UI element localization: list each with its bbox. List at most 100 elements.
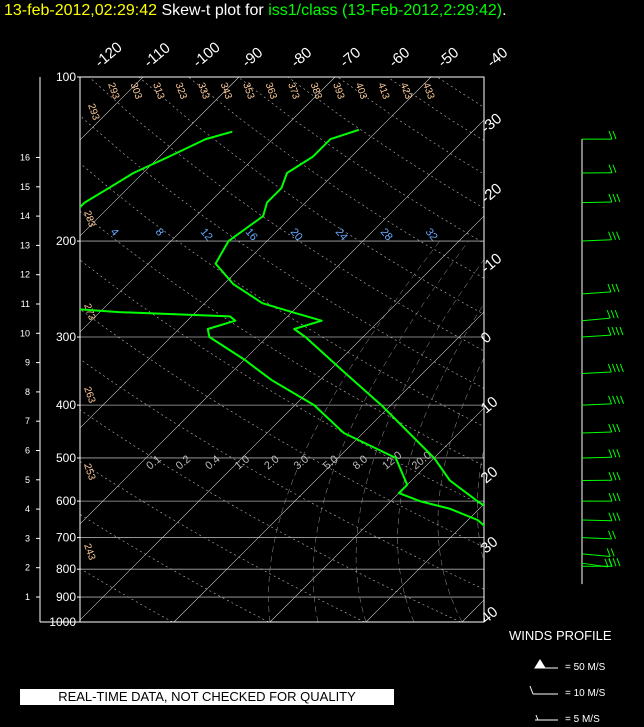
wind-barb-feather (612, 231, 617, 240)
wind-barb-feather (612, 512, 617, 521)
wind-barb-feather (608, 164, 613, 173)
dry-adiabat (80, 308, 484, 548)
wind-barb-feather (611, 363, 616, 373)
wind-barb-feather (619, 326, 624, 336)
dry-adiabat (188, 77, 484, 279)
wind-barb-feather (610, 309, 615, 319)
wind-barb-feather (615, 326, 620, 336)
wind-barb (581, 239, 612, 242)
wind-barb-feather (615, 363, 620, 373)
wind-barb-feather (612, 558, 617, 567)
wind-barb-feather (619, 363, 624, 373)
wind-barb-feather (606, 548, 611, 557)
moist-adiabat (516, 241, 613, 622)
height-tick-label: 4 (25, 504, 30, 514)
wind-barb-feather (612, 130, 617, 140)
wind-barb-feather (608, 492, 613, 502)
dry-adiabat (80, 210, 484, 467)
mixing-ratio-label: 8 (153, 226, 166, 238)
wind-barb (581, 334, 612, 338)
wind-barb-feather (608, 231, 613, 240)
dry-adiabat (436, 77, 484, 108)
wind-barb-feather (607, 363, 612, 373)
wind-barb (581, 456, 612, 459)
mixing-ratio-label: 3.0 (292, 453, 311, 472)
title-station: iss1/class (13-Feb-2012,2:29:42) (268, 2, 503, 19)
wind-barb-feather (608, 423, 613, 433)
title-prefix: Skew-t plot for (161, 2, 264, 19)
pressure-tick-label: 600 (56, 494, 76, 508)
theta-label: 363 (263, 81, 279, 101)
wind-barb-feather (612, 472, 617, 481)
moist-adiabat (626, 241, 644, 622)
dry-adiabat (387, 77, 484, 141)
dry-adiabat (80, 162, 484, 428)
wind-barb (581, 291, 612, 295)
wind-barb-feather (608, 193, 613, 203)
height-tick-label: 8 (25, 387, 30, 397)
wind-barb-feather (616, 492, 621, 502)
wind-barb-feather (612, 530, 617, 540)
moist-adiabat (312, 240, 469, 622)
wind-barb (581, 553, 611, 557)
mixing-ratio-label: 0.4 (203, 453, 222, 472)
dry-adiabat (80, 358, 484, 590)
top-temperature-label: -40 (484, 44, 512, 71)
height-tick-label: 6 (25, 446, 30, 456)
half-barb-icon (535, 714, 558, 721)
top-temperature-label: -100 (190, 39, 224, 71)
wind-barb-feather (608, 472, 613, 481)
wind-barb-feather (607, 283, 612, 293)
pressure-tick-label: 700 (56, 531, 76, 545)
wind-legend-5: = 5 M/S (565, 714, 600, 725)
theta-label: 323 (173, 81, 189, 101)
wind-barb-feather (612, 423, 617, 433)
winds-profile-title: WINDS PROFILE (509, 628, 612, 643)
isotherm-line (558, 77, 644, 622)
chart-title: 13-feb-2012,02:29:42 Skew-t plot for iss… (4, 2, 507, 20)
wind-barb-feather (608, 512, 613, 521)
moist-adiabat (268, 240, 440, 622)
mixing-ratio-label: 2.0 (262, 453, 281, 472)
dry-adiabat (536, 77, 644, 622)
theta-label: 273 (81, 302, 97, 322)
theta-label: 293 (105, 81, 121, 101)
moist-adiabat (437, 357, 484, 622)
right-temperature-label: 40 (478, 603, 502, 627)
mixing-ratio-label: 8.0 (351, 453, 370, 472)
height-tick-label: 5 (25, 475, 30, 485)
right-temperature-label: 0 (478, 329, 495, 347)
pressure-tick-label: 800 (56, 562, 76, 576)
theta-label: 423 (398, 81, 414, 101)
wind-barb (581, 562, 609, 568)
wind-barb-feather (616, 512, 621, 521)
mixing-ratio-label: 1.0 (233, 453, 252, 472)
wind-barb (581, 371, 612, 375)
pennant-icon (534, 659, 558, 669)
wind-barb-feather (616, 472, 621, 481)
right-temperature-label: -10 (478, 250, 506, 277)
wind-legend-50: = 50 M/S (565, 662, 606, 673)
wind-barb-feather (612, 395, 617, 404)
height-tick-label: 16 (20, 153, 30, 163)
theta-label: 333 (195, 81, 211, 101)
pressure-tick-label: 100 (56, 70, 76, 84)
isotherm-line (80, 119, 484, 525)
isotherm-line (80, 77, 240, 237)
wind-barb-feather (611, 326, 616, 336)
theta-label: 403 (353, 81, 369, 101)
wind-barb-feather (615, 283, 620, 293)
dry-adiabat (586, 77, 644, 622)
wind-barb (581, 519, 612, 522)
wind-barb-feather (608, 449, 613, 458)
isotherm-line (365, 503, 484, 622)
wind-barb-feather (604, 558, 609, 568)
wind-barb-feather (608, 130, 613, 140)
wind-barb-feather (607, 326, 612, 336)
top-temperature-label: -80 (288, 44, 316, 71)
pressure-tick-label: 200 (56, 234, 76, 248)
wind-barb-feather (612, 164, 617, 173)
dry-adiabat (287, 77, 484, 209)
height-tick-label: 10 (20, 328, 30, 338)
